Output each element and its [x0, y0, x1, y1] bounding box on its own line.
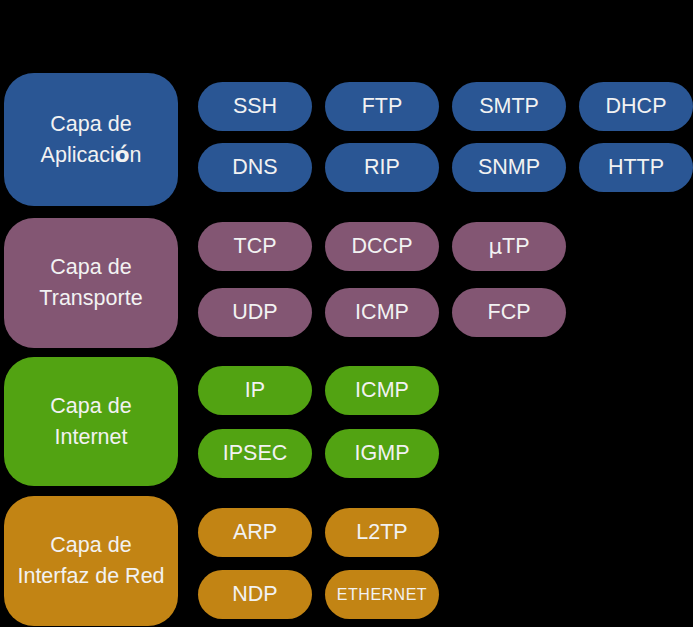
protocol-pill-ipsec: IPSEC — [198, 429, 312, 478]
layer-label-line1: Capa de — [50, 530, 131, 561]
layer-box-interfaz-de-red: Capa deInterfaz de Red — [4, 496, 178, 626]
protocol-pill-arp: ARP — [198, 508, 312, 557]
layer-box-internet: Capa deInternet — [4, 357, 178, 486]
protocol-pill-tcp: TCP — [198, 222, 312, 271]
protocol-pill-tp: µTP — [452, 222, 566, 271]
protocol-pill-snmp: SNMP — [452, 143, 566, 192]
layer-box-transporte: Capa deTransporte — [4, 218, 178, 348]
protocol-pill-ssh: SSH — [198, 82, 312, 131]
substituted-glyph: µ — [488, 234, 502, 259]
protocol-pill-icmp: ICMP — [325, 366, 439, 415]
tcpip-layers-diagram: Capa deAplicaciónSSHFTPSMTPDHCPDNSRIPSNM… — [0, 0, 693, 627]
layer-label-line1: Capa de — [50, 109, 131, 140]
protocol-pill-ethernet: ETHERNET — [325, 570, 439, 619]
protocol-pill-dhcp: DHCP — [579, 82, 693, 131]
protocol-pill-ndp: NDP — [198, 570, 312, 619]
protocol-pill-igmp: IGMP — [325, 429, 439, 478]
protocol-pill-rip: RIP — [325, 143, 439, 192]
protocol-pill-l2tp: L2TP — [325, 508, 439, 557]
protocol-pill-http: HTTP — [579, 143, 693, 192]
layer-label-line2: Aplicación — [41, 140, 142, 171]
layer-label-line2: Internet — [55, 422, 128, 453]
layer-box-aplicacion: Capa deAplicación — [4, 73, 178, 206]
protocol-pill-icmp: ICMP — [325, 288, 439, 337]
protocol-pill-dccp: DCCP — [325, 222, 439, 271]
layer-label-line1: Capa de — [50, 252, 131, 283]
substituted-glyph: ó — [115, 142, 130, 167]
layer-label-line1: Capa de — [50, 391, 131, 422]
protocol-pill-dns: DNS — [198, 143, 312, 192]
layer-label-line2: Transporte — [39, 283, 142, 314]
protocol-pill-udp: UDP — [198, 288, 312, 337]
protocol-pill-fcp: FCP — [452, 288, 566, 337]
protocol-pill-smtp: SMTP — [452, 82, 566, 131]
layer-label-line2: Interfaz de Red — [17, 561, 164, 592]
protocol-pill-ftp: FTP — [325, 82, 439, 131]
protocol-pill-ip: IP — [198, 366, 312, 415]
